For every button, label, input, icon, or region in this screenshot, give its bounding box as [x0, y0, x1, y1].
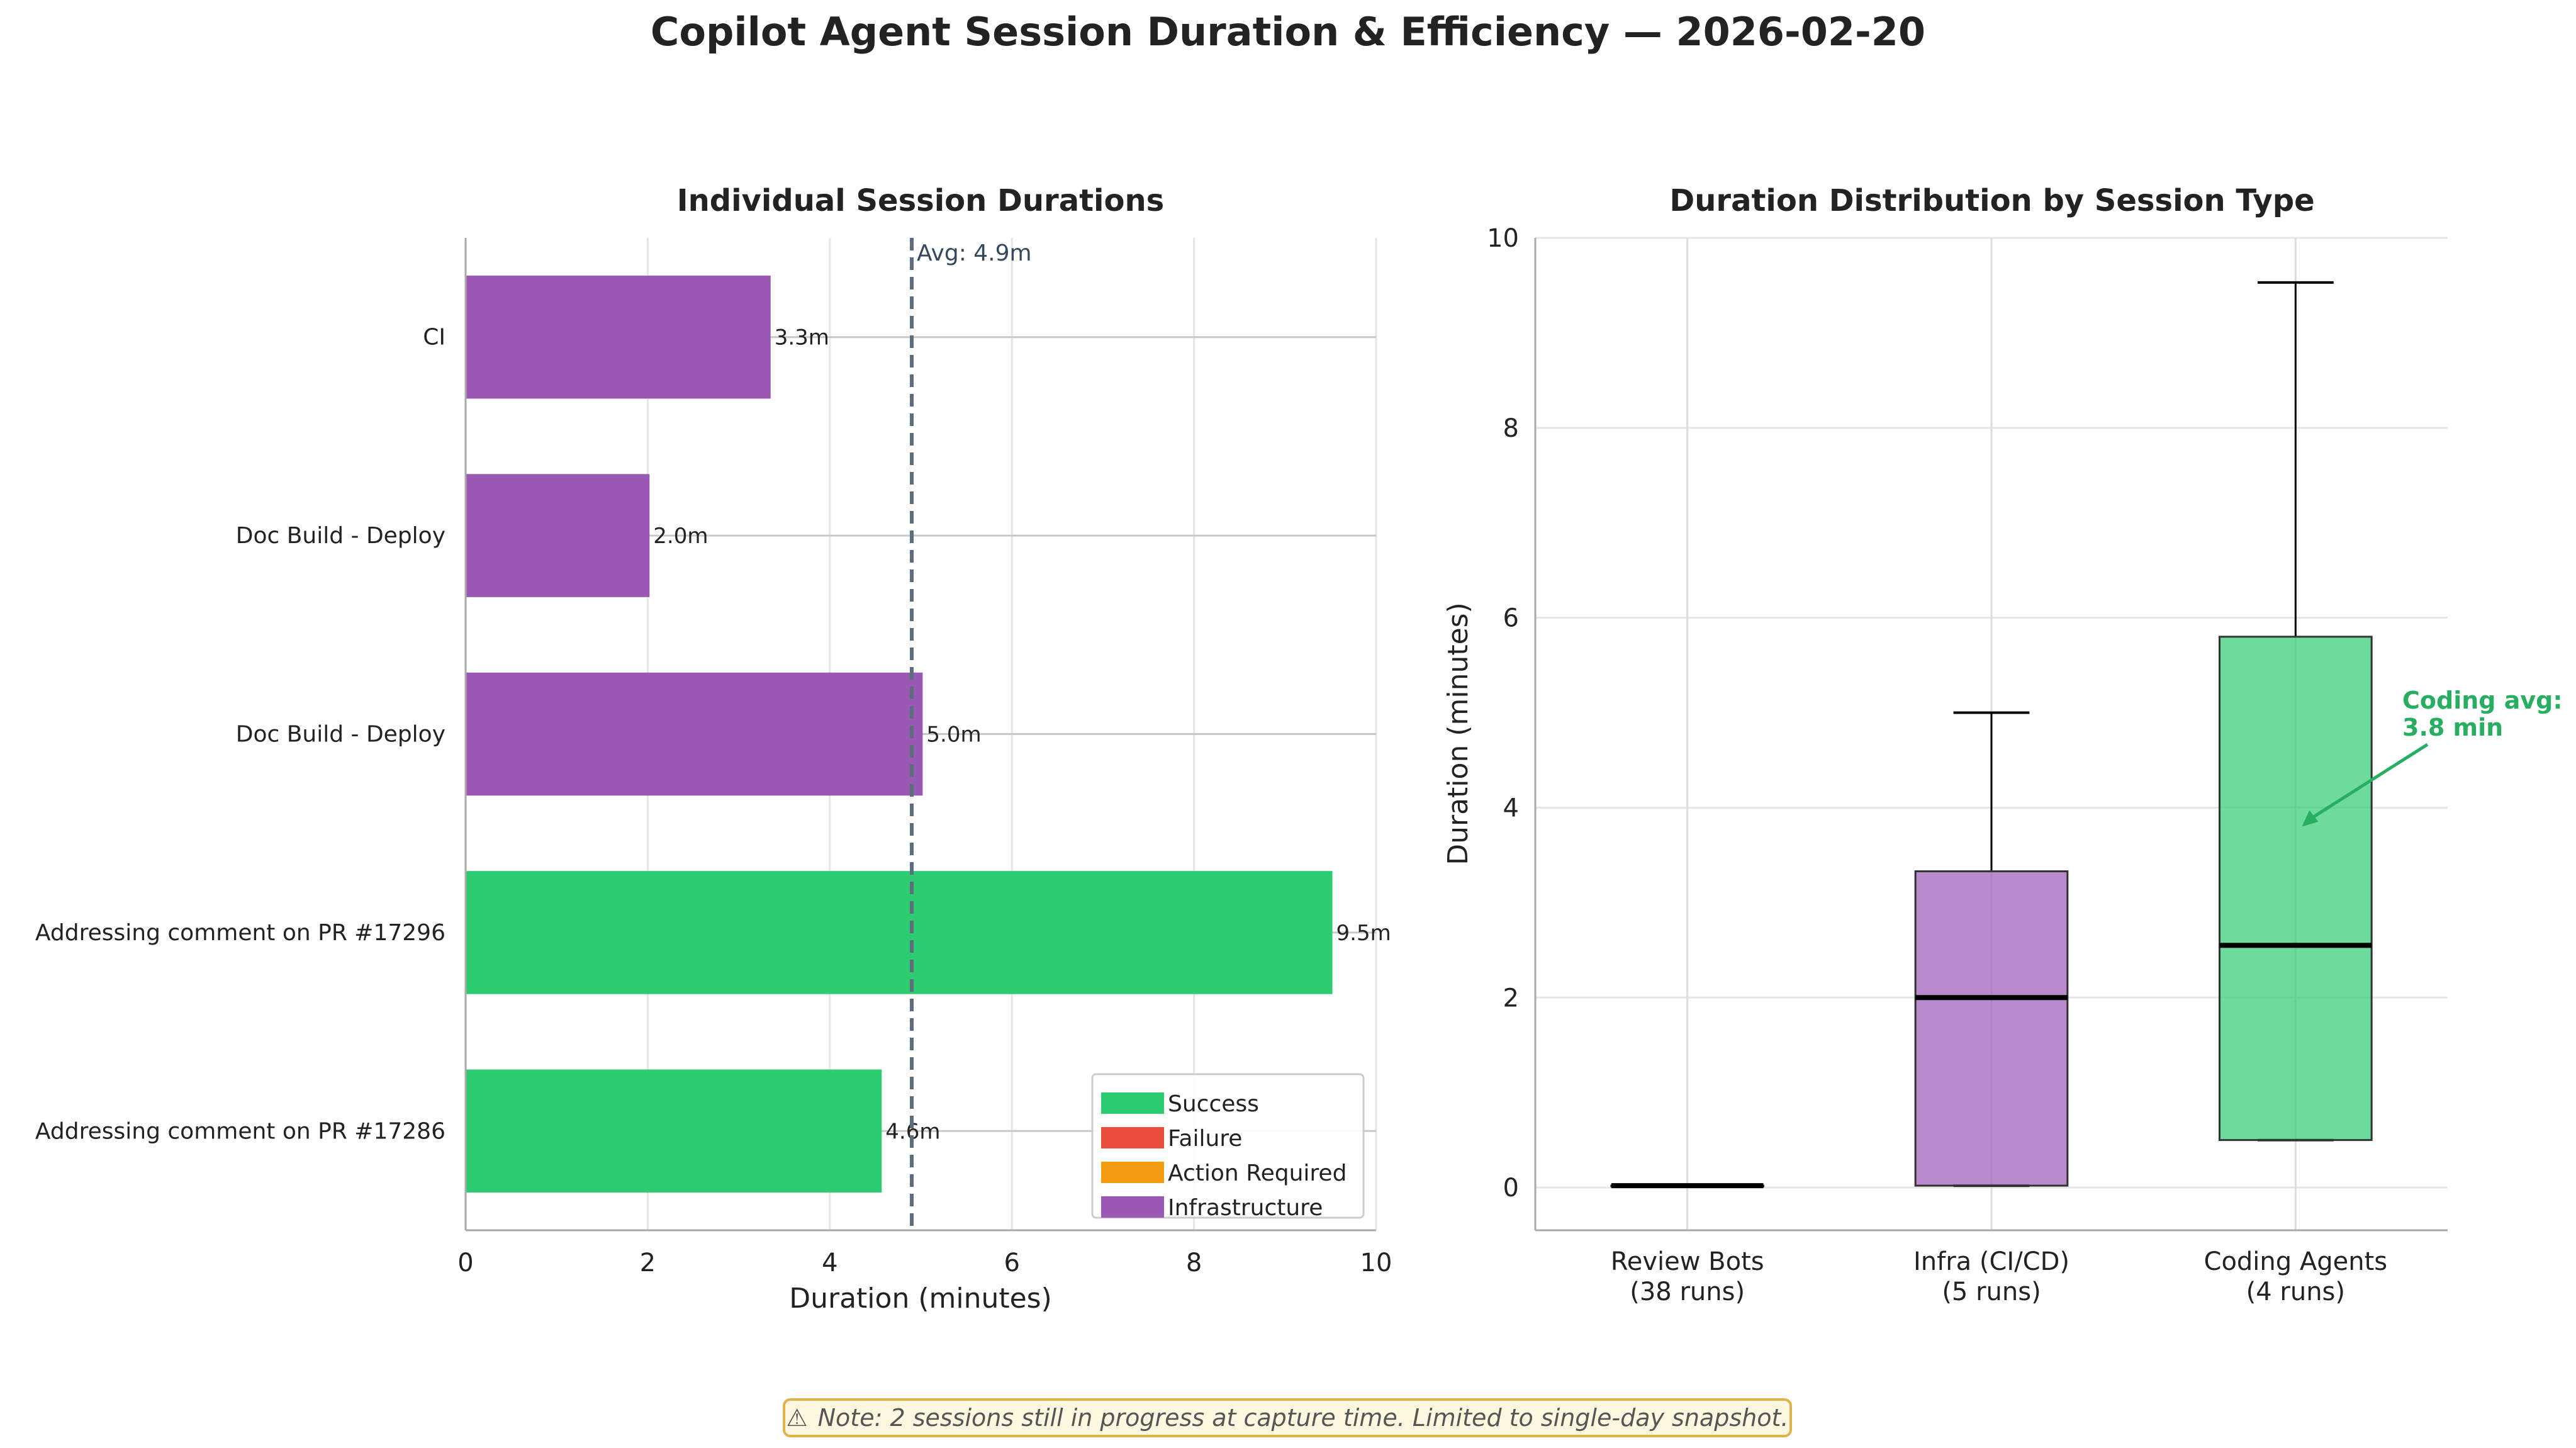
- group-run-count: (4 runs): [2246, 1277, 2345, 1306]
- legend-swatch: [1101, 1162, 1164, 1183]
- legend-swatch: [1101, 1092, 1164, 1114]
- legend-label: Infrastructure: [1168, 1195, 1323, 1221]
- footnote-text: Note: 2 sessions still in progress at ca…: [817, 1404, 1789, 1432]
- bar: [466, 1069, 882, 1193]
- x-tick-label: 2: [640, 1249, 656, 1277]
- y-tick-label: 8: [1503, 414, 1519, 443]
- x-tick-label: 10: [1360, 1249, 1392, 1277]
- x-tick-label: 0: [457, 1249, 473, 1277]
- legend-label: Success: [1168, 1091, 1259, 1117]
- legend-label: Failure: [1168, 1126, 1242, 1152]
- group-label: Infra (CI/CD): [1913, 1247, 2069, 1276]
- bar-value-label: 3.3m: [775, 325, 829, 351]
- category-label: Doc Build - Deploy: [236, 523, 445, 549]
- group-label: Review Bots: [1611, 1247, 1764, 1276]
- bar-chart-x-label: Duration (minutes): [789, 1282, 1052, 1315]
- footnote-box: ⚠ Note: 2 sessions still in progress at …: [783, 1398, 1792, 1437]
- y-tick-label: 10: [1487, 224, 1519, 253]
- y-tick-label: 0: [1503, 1174, 1519, 1203]
- bar: [466, 275, 771, 399]
- status-legend: Success Failure Action Required Infrastruct…: [1091, 1073, 1365, 1221]
- y-tick-label: 6: [1503, 604, 1519, 633]
- group-run-count: (5 runs): [1942, 1277, 2041, 1306]
- box-chart-title: Duration Distribution by Session Type: [1669, 183, 2314, 218]
- y-tick-label: 4: [1503, 794, 1519, 822]
- warning-icon: ⚠: [786, 1404, 808, 1432]
- iqr-box: [1914, 870, 2069, 1187]
- x-tick-label: 6: [1004, 1249, 1019, 1277]
- x-tick-label: 8: [1186, 1249, 1202, 1277]
- annotation-line-2: 3.8 min: [2402, 714, 2503, 741]
- bar-series: [466, 275, 1333, 1193]
- bar-value-label: 9.5m: [1336, 921, 1391, 946]
- annotation-arrowhead-icon: [2302, 810, 2319, 827]
- category-label: CI: [423, 325, 445, 351]
- group-label: Coding Agents: [2204, 1247, 2388, 1276]
- x-tick-label: 4: [822, 1249, 837, 1277]
- bar: [466, 672, 923, 796]
- iqr-box: [2219, 636, 2373, 1142]
- bar-chart-panel: Individual Session Durations 3.3m 2.0m 5.0…: [35, 183, 1392, 1315]
- legend-label: Action Required: [1168, 1160, 1347, 1186]
- box-chart-x-labels: Review Bots(38 runs) Infra (CI/CD)(5 runs…: [1611, 1247, 2387, 1306]
- y-tick-label: 2: [1503, 984, 1519, 1013]
- bar: [466, 474, 650, 597]
- bar: [466, 871, 1333, 994]
- box-chart-y-label: Duration (minutes): [1442, 602, 1474, 865]
- bar-chart-title: Individual Session Durations: [677, 183, 1164, 218]
- figure-title: Copilot Agent Session Duration & Efficie…: [651, 9, 1925, 55]
- box-series: [1610, 281, 2373, 1189]
- legend-swatch: [1101, 1196, 1164, 1218]
- coding-average-annotation: Coding avg: 3.8 min: [2302, 687, 2563, 827]
- legend-swatch: [1101, 1127, 1164, 1148]
- bar-value-label: 2.0m: [653, 524, 708, 549]
- category-label: Doc Build - Deploy: [236, 722, 445, 748]
- annotation-arrow-line: [2310, 743, 2429, 819]
- category-label: Addressing comment on PR #17286: [35, 1118, 445, 1144]
- group-run-count: (38 runs): [1630, 1277, 1745, 1306]
- bar-value-label: 5.0m: [926, 722, 981, 748]
- box-chart-y-ticks: 0 2 4 6 8 10: [1487, 224, 1519, 1203]
- bar-chart-x-ticks: 0 2 4 6 8 10: [457, 1249, 1392, 1277]
- box-chart-panel: Duration Distribution by Session Type 0 2…: [1442, 183, 2563, 1306]
- annotation-line-1: Coding avg:: [2402, 687, 2563, 714]
- average-label: Avg: 4.9m: [917, 240, 1032, 266]
- category-label: Addressing comment on PR #17296: [35, 920, 445, 946]
- bar-category-labels: CI Doc Build - Deploy Doc Build - Deploy Ad…: [35, 325, 445, 1145]
